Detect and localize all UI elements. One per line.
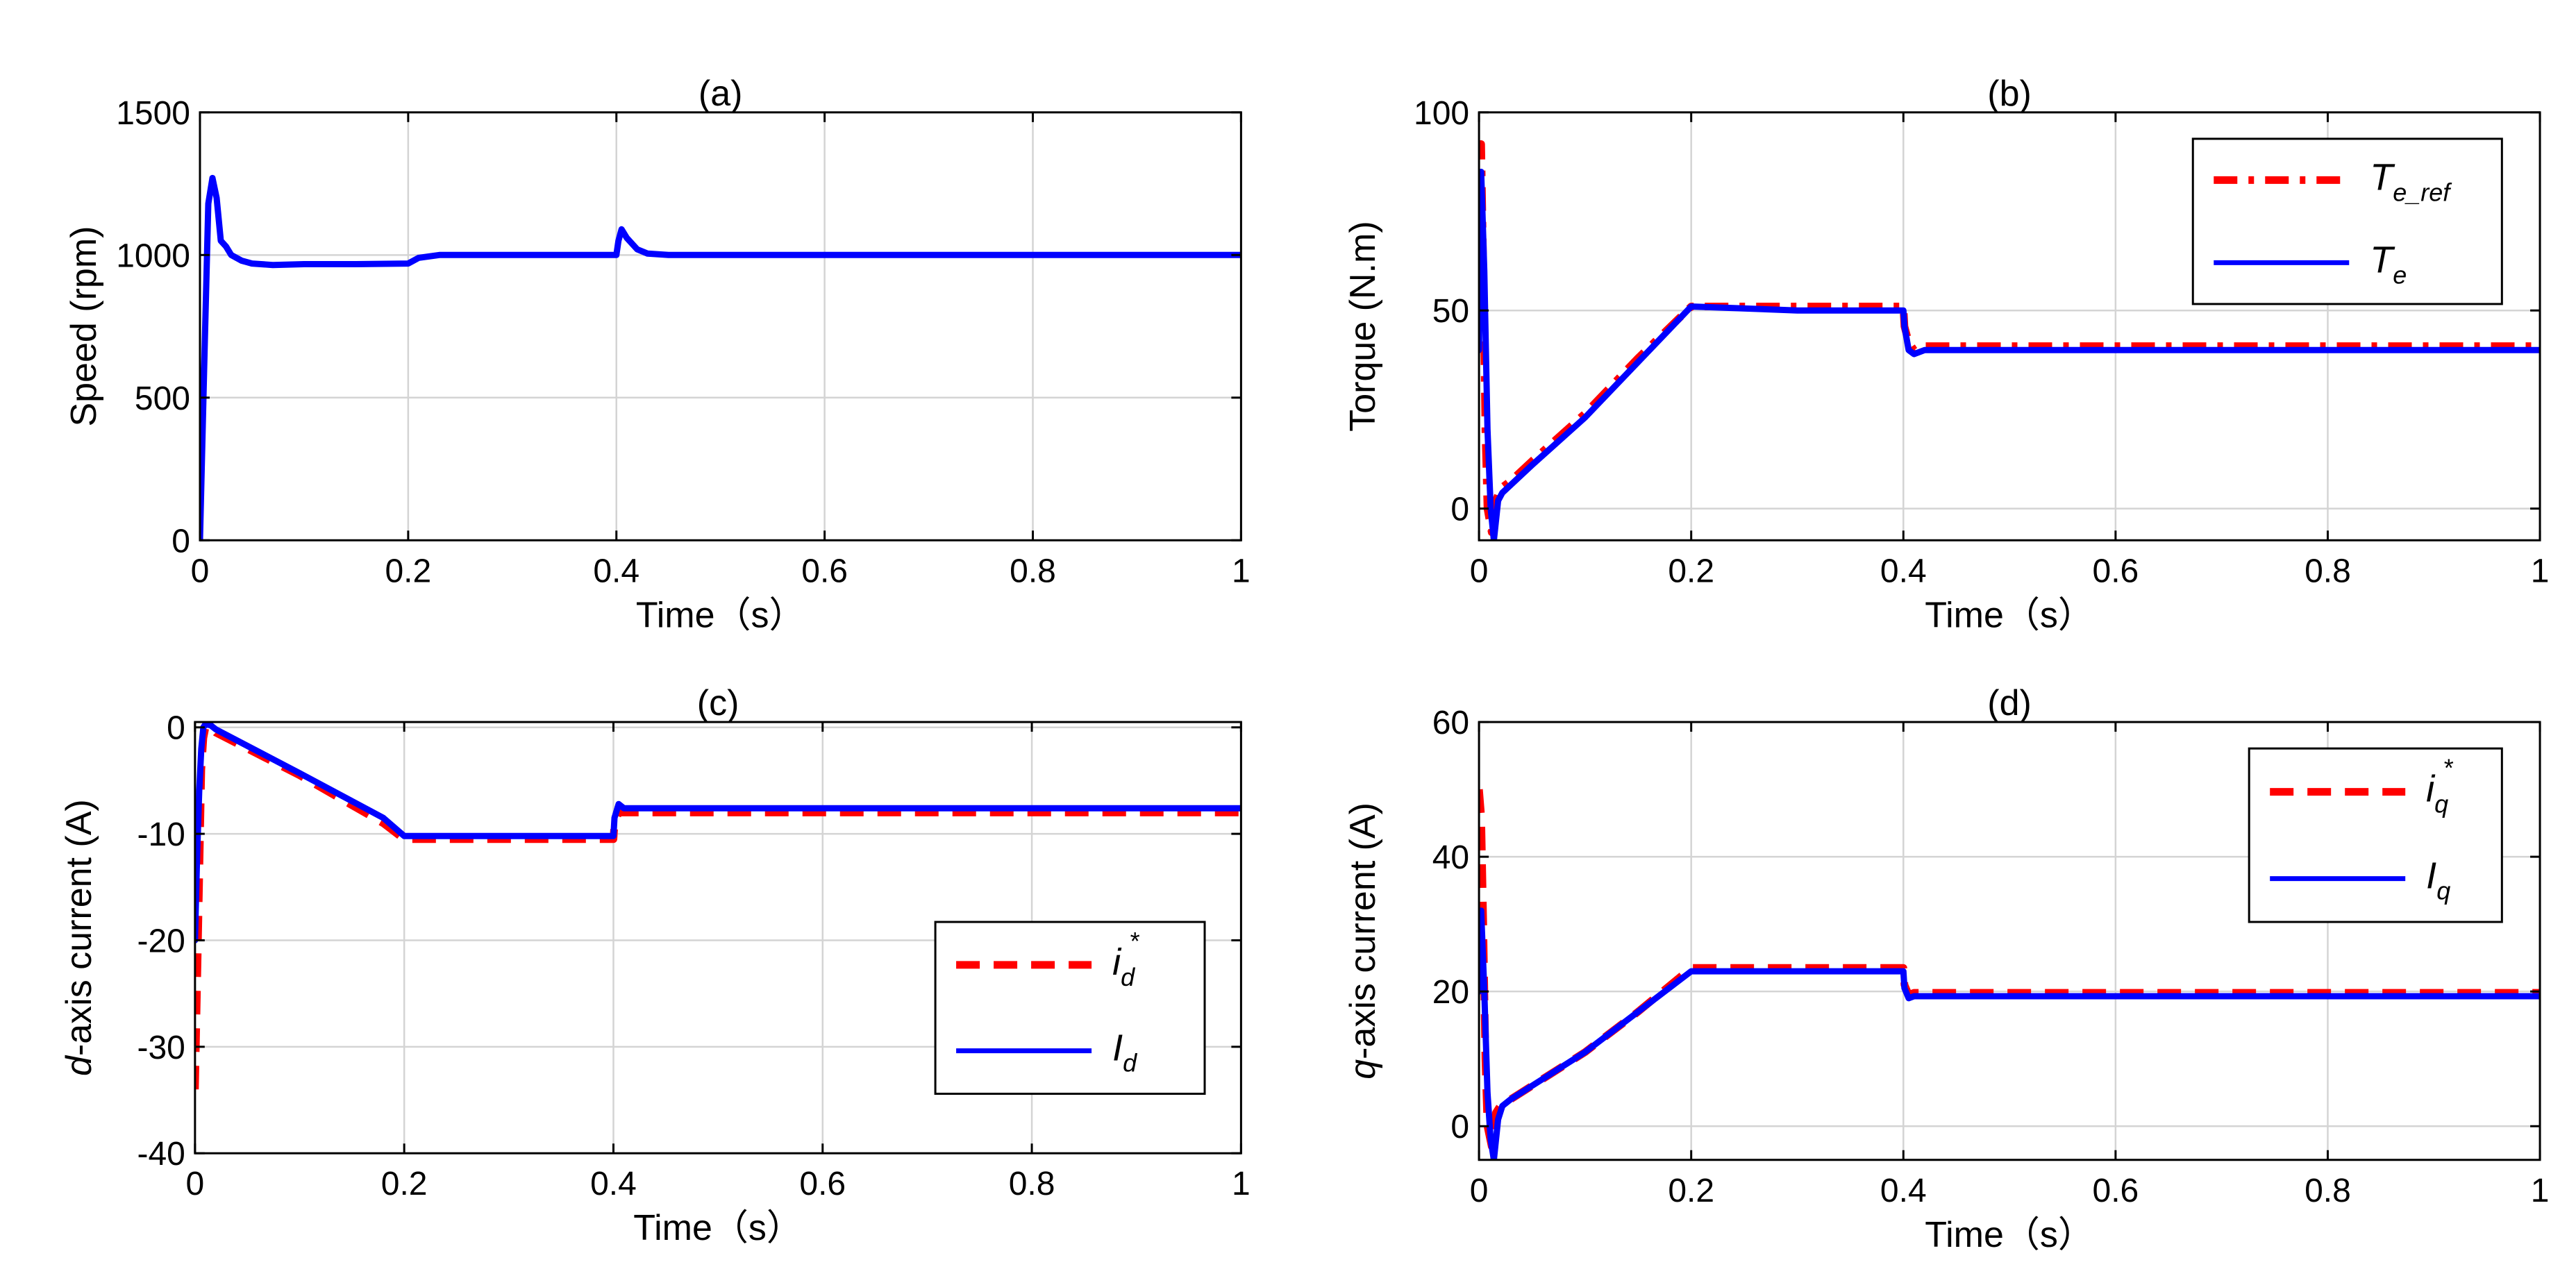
y-tick-label: 1000 [116,237,190,274]
x-tick-label: 1 [1232,1166,1251,1202]
series-line-1 [1479,169,2541,541]
series-group [194,722,1241,1090]
y-tick-label: 100 [1414,95,1469,132]
panel-d: 0 0.2 0.4 0.6 0.8 1 0 20 40 60 (d) Time（s） q-axis cu… [1343,683,2549,1255]
x-axis-label: Time（s） [1925,1215,2094,1255]
y-axis-label: d-axis current (A) [59,799,99,1076]
y-tick-label: 0 [1450,1109,1469,1145]
x-axis-label: Time（s） [636,595,805,635]
panel-c: 0 0.2 0.4 0.6 0.8 1 -40 -30 -20 -10 0 (c) Time（s） d-a… [59,683,1251,1248]
legend-label: id* [1112,927,1139,991]
panel-title: (d) [1987,683,2032,723]
legend-box [2248,747,2503,923]
legend: iq* Iq [2248,747,2503,923]
x-tick-label: 0.4 [593,553,639,589]
y-tick-label: 0 [1450,492,1469,528]
x-tick-label: 0 [1470,1173,1489,1209]
series-group [199,174,1241,541]
panel-a: 0 0.2 0.4 0.6 0.8 1 0 500 1000 1500 (a) Time（s） Spee… [64,74,1251,635]
x-tick-label: 0.2 [385,553,431,589]
series-line-1 [1479,907,2541,1160]
y-axis-label: Speed (rpm) [64,226,104,427]
series-line-1 [194,722,1241,943]
legend-label: Id [1112,1027,1137,1077]
axes-frame [194,721,1242,1154]
x-tick-label: 0.4 [1880,553,1927,589]
x-tick-label: 0 [191,553,210,589]
x-tick-label: 0.4 [1880,1173,1927,1209]
legend-label: iq* [2426,754,2453,818]
y-tick-label: 50 [1432,293,1469,330]
x-tick-label: 1 [1232,553,1251,589]
y-tick-label: 60 [1432,705,1469,741]
y-tick-label: -20 [137,923,185,959]
y-tick-label: 500 [135,380,190,417]
x-tick-label: 0 [185,1166,204,1202]
legend-label: Iq [2426,855,2450,905]
x-tick-label: 0.2 [1668,553,1714,589]
axes-frame [1478,721,2541,1161]
series-group [1479,789,2541,1160]
legend: id* Id [934,921,1206,1095]
y-tick-label: 40 [1432,839,1469,876]
panel-b: 0 0.2 0.4 0.6 0.8 1 0 50 100 (b) Time（s） Torque (N.… [1343,74,2549,635]
x-axis-label: Time（s） [633,1208,803,1248]
x-tick-label: 0.6 [2093,1173,2139,1209]
axes-frame [1478,111,2541,541]
y-tick-label: 0 [172,523,190,560]
legend-box [934,921,1206,1095]
x-tick-label: 0.2 [1668,1173,1714,1209]
legend-box [2191,137,2503,305]
x-tick-label: 0.8 [1009,1166,1055,1202]
legend-label: Te_ref [2370,156,2452,206]
axes-frame [199,111,1242,541]
legend-label: Te [2370,239,2407,289]
y-tick-label: -30 [137,1030,185,1066]
x-tick-label: 0.2 [381,1166,428,1202]
x-tick-label: 0.8 [1010,553,1056,589]
x-tick-label: 0 [1470,553,1489,589]
legend: Te_ref Te [2191,137,2503,305]
y-tick-label: 20 [1432,974,1469,1011]
y-tick-label: 0 [167,710,185,747]
y-tick-label: -40 [137,1136,185,1173]
y-axis-label: Torque (N.m) [1343,221,1383,431]
panel-title: (a) [699,74,743,114]
x-tick-label: 0.6 [799,1166,846,1202]
panel-title: (b) [1987,74,2032,114]
panel-title: (c) [697,683,739,723]
x-tick-label: 0.6 [801,553,848,589]
x-tick-label: 0.4 [590,1166,637,1202]
plot-area [199,112,1241,541]
y-axis-label: q-axis current (A) [1343,803,1383,1080]
x-tick-label: 0.6 [2093,553,2139,589]
series-line-0 [199,174,1241,541]
x-tick-label: 0.8 [2305,553,2351,589]
y-tick-label: -10 [137,816,185,853]
x-tick-label: 1 [2531,1173,2550,1209]
x-tick-label: 0.8 [2305,1173,2351,1209]
y-tick-label: 1500 [116,95,190,132]
series-group [1479,140,2541,541]
x-tick-label: 1 [2531,553,2550,589]
x-axis-label: Time（s） [1925,595,2094,635]
